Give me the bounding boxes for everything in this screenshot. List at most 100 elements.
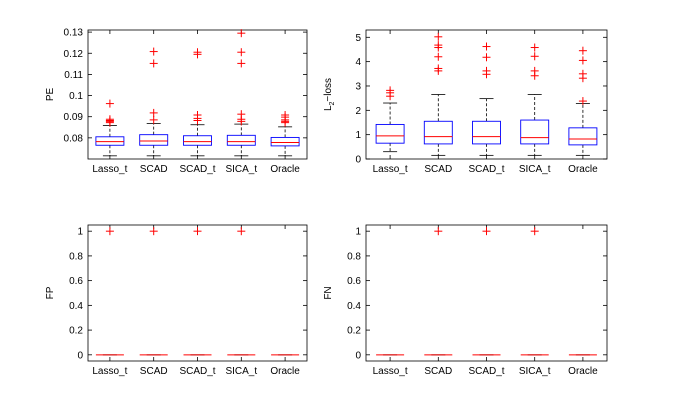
box-iqr (520, 119, 550, 145)
outlier-marker (482, 66, 491, 75)
y-tick-label: 0.8 (69, 251, 83, 262)
outlier-marker (530, 227, 539, 236)
y-tick-label: 0.4 (347, 301, 361, 312)
box-iqr (95, 136, 125, 146)
y-tick-label: 5 (355, 33, 361, 44)
x-tick-label: SCAD (140, 164, 168, 175)
outlier-marker (578, 69, 587, 78)
x-tick-label: SICA_t (225, 164, 257, 175)
x-tick-label: Oracle (568, 164, 598, 175)
outlier-marker (193, 48, 202, 57)
outlier-marker (434, 64, 443, 73)
outlier-marker (434, 32, 443, 41)
subplot-fn: 0 0.2 0.4 0.6 0.8 1 Lasso_t SCAD SCAD_t SICA_t Ora… (323, 224, 608, 377)
x-tick-label: SICA_t (519, 366, 551, 377)
outlier-marker (237, 110, 246, 119)
outlier-marker (149, 108, 158, 117)
outlier-marker (530, 43, 539, 52)
outlier-marker (149, 59, 158, 68)
x-tick-label: SICA_t (519, 164, 551, 175)
x-tick-label: Oracle (270, 164, 300, 175)
y-axis-label-rest: −loss (323, 78, 334, 102)
boxplot-scad-t (183, 227, 212, 356)
boxplot-scad (139, 227, 168, 356)
y-tick-label: 0.2 (347, 326, 361, 337)
boxplot-scad-t (472, 42, 501, 156)
subplot-fp: 0 0.2 0.4 0.6 0.8 1 Lasso_t SCAD SCAD_t SICA_t Ora… (45, 224, 308, 377)
box-iqr (568, 127, 598, 146)
outlier-marker (105, 227, 114, 236)
outlier-marker (193, 227, 202, 236)
x-tick-label: Lasso_t (373, 366, 408, 377)
y-axis-label-main: L (323, 105, 334, 111)
y-tick-label: 4 (355, 57, 361, 68)
outlier-marker (530, 52, 539, 61)
x-tick-label: Oracle (568, 366, 598, 377)
boxplot-scad-t (472, 227, 501, 356)
y-tick-label: 1 (355, 130, 361, 141)
y-tick-label: 3 (355, 81, 361, 92)
x-tick-label: SCAD (140, 366, 168, 377)
y-tick-label: 0.11 (64, 70, 83, 81)
boxplot-scad (423, 32, 453, 156)
outlier-marker (578, 97, 587, 106)
outlier-marker (237, 227, 246, 236)
subplot-pe: 0.08 0.09 0.1 0.11 0.12 0.13 Lasso_t SCAD SCAD_t… (45, 28, 308, 175)
x-tick-label: SCAD_t (179, 366, 215, 377)
boxplot-lasso-t (95, 99, 125, 157)
y-tick-label: 0.8 (347, 251, 361, 262)
y-tick-label: 0.13 (64, 28, 84, 39)
box-iqr (375, 123, 405, 144)
box-iqr (139, 134, 169, 146)
boxplot-scad (424, 227, 453, 356)
boxplot-sica-t (520, 227, 549, 356)
boxplot-lasso-t (375, 86, 405, 153)
outlier-marker (193, 111, 202, 120)
box-iqr (472, 120, 501, 145)
outlier-marker (149, 115, 158, 124)
boxplot-oracle (568, 46, 598, 156)
outlier-marker (237, 29, 246, 38)
y-tick-label: 1 (355, 227, 361, 238)
box-iqr (270, 136, 300, 147)
boxplot-sica-t (226, 29, 256, 157)
x-tick-label: SICA_t (225, 366, 257, 377)
y-axis-label: FN (323, 286, 334, 299)
y-tick-label: 0.09 (64, 112, 84, 123)
y-axis-label: L2−loss (323, 78, 336, 111)
boxplot-lasso-t (95, 227, 124, 356)
x-tick-label: Lasso_t (373, 164, 408, 175)
outlier-marker (149, 47, 158, 56)
x-tick-label: Lasso_t (92, 366, 127, 377)
outlier-marker (482, 42, 491, 51)
boxplot-scad (139, 47, 169, 157)
y-tick-label: 0.6 (347, 276, 361, 287)
outlier-marker (434, 41, 443, 50)
outlier-marker (530, 66, 539, 75)
axes-frame (87, 224, 308, 362)
y-tick-label: 0.1 (69, 91, 83, 102)
y-axis-label: PE (45, 88, 56, 102)
outlier-marker (578, 46, 587, 55)
box-iqr (183, 135, 212, 146)
axes-frame (365, 224, 608, 362)
x-tick-label: SCAD (424, 366, 452, 377)
y-tick-label: 1 (77, 227, 83, 238)
outlier-marker (482, 227, 491, 236)
boxplot-scad-t (183, 48, 212, 157)
x-tick-label: SCAD (424, 164, 452, 175)
boxplot-sica-t (520, 43, 550, 156)
x-tick-label: Oracle (270, 366, 300, 377)
outlier-marker (434, 52, 443, 61)
boxplot-sica-t (227, 227, 256, 356)
outlier-marker (386, 86, 395, 95)
y-axis-label: FP (45, 286, 56, 299)
outlier-marker (281, 111, 290, 120)
outlier-marker (237, 48, 246, 57)
x-tick-label: SCAD_t (179, 164, 215, 175)
box-iqr (423, 120, 453, 145)
y-tick-label: 0 (77, 350, 83, 361)
